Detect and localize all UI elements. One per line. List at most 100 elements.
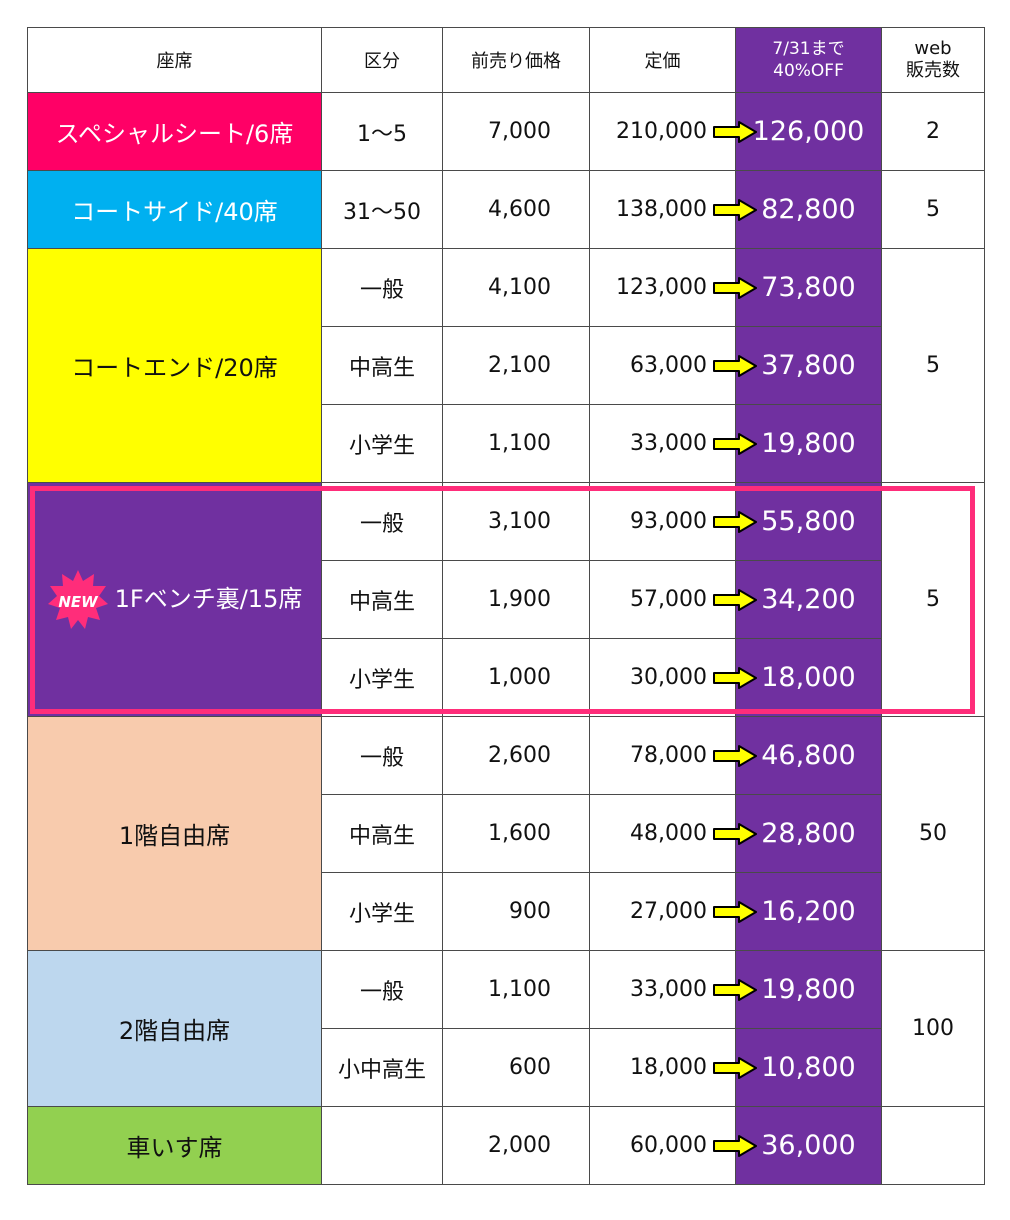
new-badge-label: NEW bbox=[58, 593, 99, 611]
presale-cell: 1,000 bbox=[442, 638, 590, 717]
sale-price-cell: 82,800 bbox=[735, 170, 882, 249]
sale-price-cell: 36,000 bbox=[735, 1106, 882, 1185]
category-cell: 一般 bbox=[321, 248, 443, 327]
list-price: 27,000 bbox=[630, 899, 707, 924]
sale-price-cell: 18,000 bbox=[735, 638, 882, 717]
category-cell: 一般 bbox=[321, 716, 443, 795]
list-price: 30,000 bbox=[630, 665, 707, 690]
table-row: 小学生 900 27,000 16,200 bbox=[28, 872, 985, 951]
seat-floor2-free: 2階自由席 bbox=[27, 950, 322, 1107]
arrow-right-icon bbox=[713, 823, 757, 845]
presale-cell: 2,100 bbox=[442, 326, 590, 405]
table-row: 1階自由席 一般 2,600 78,000 46,800 50 bbox=[27, 716, 985, 951]
table-row: 小学生 1,100 33,000 19,800 bbox=[28, 404, 985, 483]
category-cell: 小学生 bbox=[321, 872, 443, 951]
sale-price-cell: 73,800 bbox=[735, 248, 882, 327]
list-price-cell: 93,000 bbox=[589, 482, 736, 561]
list-price-cell: 27,000 bbox=[589, 872, 736, 951]
web-count-cell: 2 bbox=[881, 92, 985, 171]
list-price: 78,000 bbox=[630, 743, 707, 768]
header-list-price: 定価 bbox=[589, 27, 736, 93]
list-price: 48,000 bbox=[630, 821, 707, 846]
header-web-line1: web bbox=[914, 38, 952, 59]
arrow-right-icon bbox=[713, 199, 757, 221]
arrow-right-icon bbox=[713, 1135, 757, 1157]
arrow-right-icon bbox=[713, 433, 757, 455]
presale-cell: 1,600 bbox=[442, 794, 590, 873]
presale-cell: 2,600 bbox=[442, 716, 590, 795]
seat-special: スペシャルシート/6席 bbox=[27, 92, 322, 171]
header-sale-line2: 40%OFF bbox=[773, 61, 844, 81]
list-price: 33,000 bbox=[630, 431, 707, 456]
category-cell: 31〜50 bbox=[321, 170, 443, 249]
presale-cell: 900 bbox=[442, 872, 590, 951]
list-price-cell: 123,000 bbox=[589, 248, 736, 327]
list-price-cell: 78,000 bbox=[589, 716, 736, 795]
arrow-right-icon bbox=[713, 355, 757, 377]
presale-cell: 1,100 bbox=[442, 950, 590, 1029]
arrow-right-icon bbox=[713, 1057, 757, 1079]
sale-price-cell: 55,800 bbox=[735, 482, 882, 561]
table-row: スペシャルシート/6席 1〜5 7,000 210,000 126,000 2 bbox=[27, 92, 985, 171]
sale-price-cell: 10,800 bbox=[735, 1028, 882, 1107]
arrow-right-icon bbox=[713, 745, 757, 767]
presale-cell: 600 bbox=[442, 1028, 590, 1107]
category-cell: 小学生 bbox=[321, 638, 443, 717]
seat-bench: NEW 1Fベンチ裏/15席 bbox=[27, 482, 322, 717]
list-price-cell: 138,000 bbox=[589, 170, 736, 249]
table-row: 車いす席 2,000 60,000 36,000 bbox=[27, 1106, 985, 1185]
sale-price-cell: 37,800 bbox=[735, 326, 882, 405]
list-price-cell: 57,000 bbox=[589, 560, 736, 639]
category-cell: 一般 bbox=[321, 482, 443, 561]
category-cell: 中高生 bbox=[321, 326, 443, 405]
list-price-cell: 63,000 bbox=[589, 326, 736, 405]
list-price: 18,000 bbox=[630, 1055, 707, 1080]
sale-price-cell: 34,200 bbox=[735, 560, 882, 639]
category-cell bbox=[321, 1106, 443, 1185]
presale-cell: 1,900 bbox=[442, 560, 590, 639]
sale-price-cell: 16,200 bbox=[735, 872, 882, 951]
header-sale-line1: 7/31まで bbox=[772, 39, 845, 59]
header-sale: 7/31まで 40%OFF bbox=[735, 27, 882, 93]
category-cell: 中高生 bbox=[321, 560, 443, 639]
presale-cell: 4,600 bbox=[442, 170, 590, 249]
presale-cell: 3,100 bbox=[442, 482, 590, 561]
list-price: 138,000 bbox=[616, 197, 707, 222]
list-price: 93,000 bbox=[630, 509, 707, 534]
seat-court-end: コートエンド/20席 bbox=[27, 248, 322, 483]
list-price: 63,000 bbox=[630, 353, 707, 378]
table-row: 中高生 2,100 63,000 37,800 bbox=[28, 326, 985, 405]
list-price: 123,000 bbox=[616, 275, 707, 300]
table-row: 中高生 1,600 48,000 28,800 bbox=[28, 794, 985, 873]
list-price-cell: 48,000 bbox=[589, 794, 736, 873]
table-row: 小学生 1,000 30,000 18,000 bbox=[28, 638, 985, 717]
seat-court-side: コートサイド/40席 bbox=[27, 170, 322, 249]
web-count-cell bbox=[881, 1106, 985, 1185]
list-price: 57,000 bbox=[630, 587, 707, 612]
table-row: NEW 1Fベンチ裏/15席 一般 3,100 93,000 55,800 5 bbox=[27, 482, 985, 717]
arrow-right-icon bbox=[713, 277, 757, 299]
header-web: web 販売数 bbox=[881, 27, 985, 93]
web-count-cell: 100 bbox=[881, 950, 985, 1107]
arrow-right-icon bbox=[713, 121, 757, 143]
list-price-cell: 30,000 bbox=[589, 638, 736, 717]
presale-cell: 2,000 bbox=[442, 1106, 590, 1185]
sale-price-cell: 19,800 bbox=[735, 950, 882, 1029]
list-price-cell: 210,000 bbox=[589, 92, 736, 171]
seat-wheelchair: 車いす席 bbox=[27, 1106, 322, 1185]
header-web-line2: 販売数 bbox=[906, 60, 960, 81]
sale-price-cell: 19,800 bbox=[735, 404, 882, 483]
web-count-cell: 5 bbox=[881, 170, 985, 249]
table-row: コートサイド/40席 31〜50 4,600 138,000 82,800 5 bbox=[27, 170, 985, 249]
list-price-cell: 60,000 bbox=[589, 1106, 736, 1185]
list-price: 60,000 bbox=[630, 1133, 707, 1158]
table-row: 2階自由席 一般 1,100 33,000 19,800 100 bbox=[27, 950, 985, 1107]
arrow-right-icon bbox=[713, 667, 757, 689]
header-presale: 前売り価格 bbox=[442, 27, 590, 93]
table-row: コートエンド/20席 一般 4,100 123,000 73,800 5 bbox=[27, 248, 985, 483]
sale-price-cell: 46,800 bbox=[735, 716, 882, 795]
presale-cell: 7,000 bbox=[442, 92, 590, 171]
category-cell: 中高生 bbox=[321, 794, 443, 873]
list-price-cell: 33,000 bbox=[589, 950, 736, 1029]
header-category: 区分 bbox=[321, 27, 443, 93]
